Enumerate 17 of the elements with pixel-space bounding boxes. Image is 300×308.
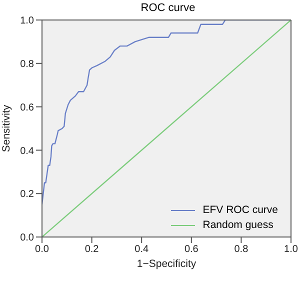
y-tick-label: 0.4 (20, 146, 34, 157)
x-tick-label: 0.8 (234, 244, 249, 256)
y-tick-label: 1.0 (20, 16, 34, 27)
y-tick-label: 0.6 (20, 102, 34, 114)
y-tick-label: 0.8 (20, 58, 34, 70)
chart-title: ROC curve (140, 2, 196, 14)
x-tick-label: 0.0 (35, 244, 50, 256)
x-axis-title: 1−Specificity (136, 258, 197, 270)
x-tick-label: 0.4 (134, 244, 149, 256)
legend-label: EFV ROC curve (202, 204, 278, 216)
y-axis-title: Sensitivity (0, 104, 13, 152)
y-tick-label: 0.0 (20, 232, 34, 244)
legend-label: Random guess (202, 219, 274, 231)
x-tick-label: 1.0 (284, 244, 298, 256)
x-tick-label: 0.2 (84, 244, 100, 256)
x-tick-label: 0.6 (184, 244, 199, 256)
y-tick-label: 0.2 (20, 189, 34, 200)
